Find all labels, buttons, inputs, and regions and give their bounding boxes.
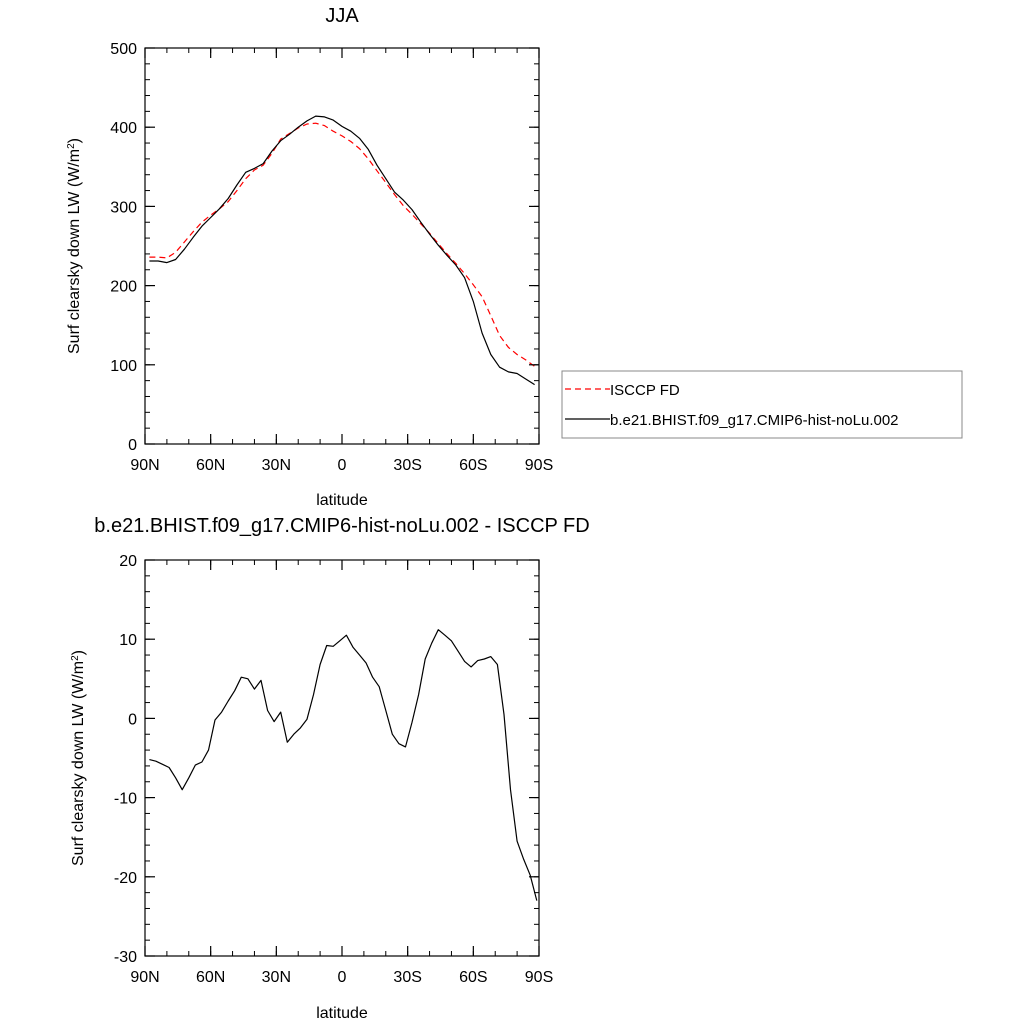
y-tick-label: -20	[114, 870, 137, 887]
panel-bottom: b.e21.BHIST.f09_g17.CMIP6-hist-noLu.002 …	[70, 515, 590, 1022]
legend-box	[561, 370, 963, 439]
y-tick-label: -30	[114, 949, 137, 966]
y-axis: -30 -20 -10 0 10 20	[114, 553, 539, 966]
y-axis-label-main: Surf clearsky down LW (W/m	[66, 149, 83, 354]
y-tick-label: 100	[110, 358, 137, 375]
y-axis: 0 100 200 300 400 500	[110, 41, 539, 454]
x-tick-label: 30N	[262, 457, 291, 474]
x-tick-label: 90S	[525, 457, 553, 474]
x-tick-label: 90S	[525, 969, 553, 986]
legend-label-model: b.e21.BHIST.f09_g17.CMIP6-hist-noLu.002	[610, 412, 899, 429]
y-axis-label-end: )	[70, 650, 87, 655]
x-tick-label: 90N	[130, 457, 159, 474]
y-axis-label: Surf clearsky down LW (W/m2)	[70, 650, 88, 866]
x-axis: 90N 60N 30N 0 30S 60S 90S	[130, 48, 553, 474]
y-axis-label-main: Surf clearsky down LW (W/m	[70, 661, 87, 866]
x-tick-label: 30N	[262, 969, 291, 986]
chart-title: JJA	[325, 5, 359, 27]
y-tick-label: 200	[110, 279, 137, 296]
minor-ticks	[144, 47, 540, 445]
y-tick-label: 0	[128, 437, 137, 454]
x-tick-label: 90N	[130, 969, 159, 986]
series-line-model	[149, 115, 535, 386]
chart-title: b.e21.BHIST.f09_g17.CMIP6-hist-noLu.002 …	[94, 515, 589, 537]
y-tick-label: 400	[110, 120, 137, 137]
x-axis: 90N 60N 30N 0 30S 60S 90S	[130, 560, 553, 986]
plot-frame	[144, 47, 540, 445]
x-axis-label: latitude	[316, 1005, 368, 1022]
y-axis-label-sup: 2	[66, 143, 77, 149]
y-tick-label: -10	[114, 791, 137, 808]
panel-top: JJA 90N 60N 30N 0 30S 60S 90S 0 100 200 300 400 500…	[66, 5, 963, 509]
legend-label-isccp: ISCCP FD	[610, 382, 680, 399]
x-tick-label: 60S	[459, 969, 487, 986]
y-tick-label: 500	[110, 41, 137, 58]
series-line-isccp-fd	[149, 122, 535, 367]
series-line-model	[149, 629, 538, 901]
x-tick-label: 60N	[196, 457, 225, 474]
series-layer	[149, 115, 535, 386]
x-axis-label: latitude	[316, 492, 368, 509]
legend: ISCCP FD b.e21.BHIST.f09_g17.CMIP6-hist-…	[561, 370, 963, 439]
y-tick-label: 10	[119, 632, 137, 649]
y-axis-label-sup: 2	[70, 655, 81, 661]
x-tick-label: 30S	[393, 457, 421, 474]
x-tick-label: 0	[338, 969, 347, 986]
y-axis-label: Surf clearsky down LW (W/m2)	[66, 138, 84, 354]
y-tick-label: 0	[128, 711, 137, 728]
x-tick-label: 60N	[196, 969, 225, 986]
y-axis-label-end: )	[66, 138, 83, 143]
y-tick-label: 20	[119, 553, 137, 570]
x-tick-label: 60S	[459, 457, 487, 474]
series-layer	[149, 629, 538, 901]
x-tick-label: 30S	[393, 969, 421, 986]
x-tick-label: 0	[338, 457, 347, 474]
y-tick-label: 300	[110, 199, 137, 216]
